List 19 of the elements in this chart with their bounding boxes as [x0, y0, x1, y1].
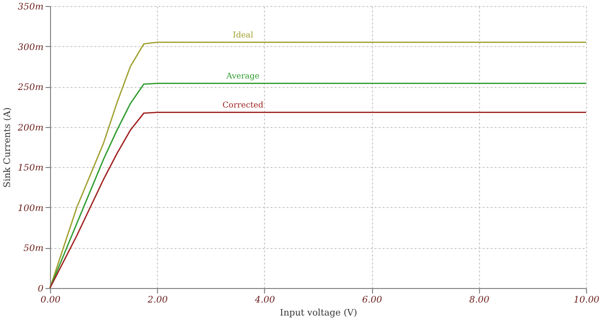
y-tick-label: 150m [18, 164, 44, 174]
series-label: Corrected [222, 100, 264, 110]
x-axis-title: Input voltage (V) [280, 308, 358, 318]
series-label: Ideal [232, 30, 254, 40]
x-tick-label: 0.00 [40, 296, 61, 306]
y-tick-label: 300m [18, 42, 44, 53]
x-tick-label: 6.00 [362, 296, 382, 306]
x-tick-label: 4.00 [254, 296, 276, 306]
series-label: Average [225, 71, 260, 80]
y-tick-label: 250m [16, 83, 44, 94]
y-tick-label: 50m [24, 244, 44, 254]
x-tick-label: 8.00 [469, 296, 490, 306]
y-tick-label: 0 [38, 284, 44, 294]
y-tick-label: 350m [18, 2, 44, 12]
x-tick-label: 2.00 [146, 296, 168, 306]
y-axis-title: Sink Currents (A) [2, 107, 13, 188]
x-tick-label: 10.00 [574, 296, 600, 306]
y-tick-label: 200m [16, 123, 44, 134]
y-tick-label: 100m [18, 204, 44, 214]
